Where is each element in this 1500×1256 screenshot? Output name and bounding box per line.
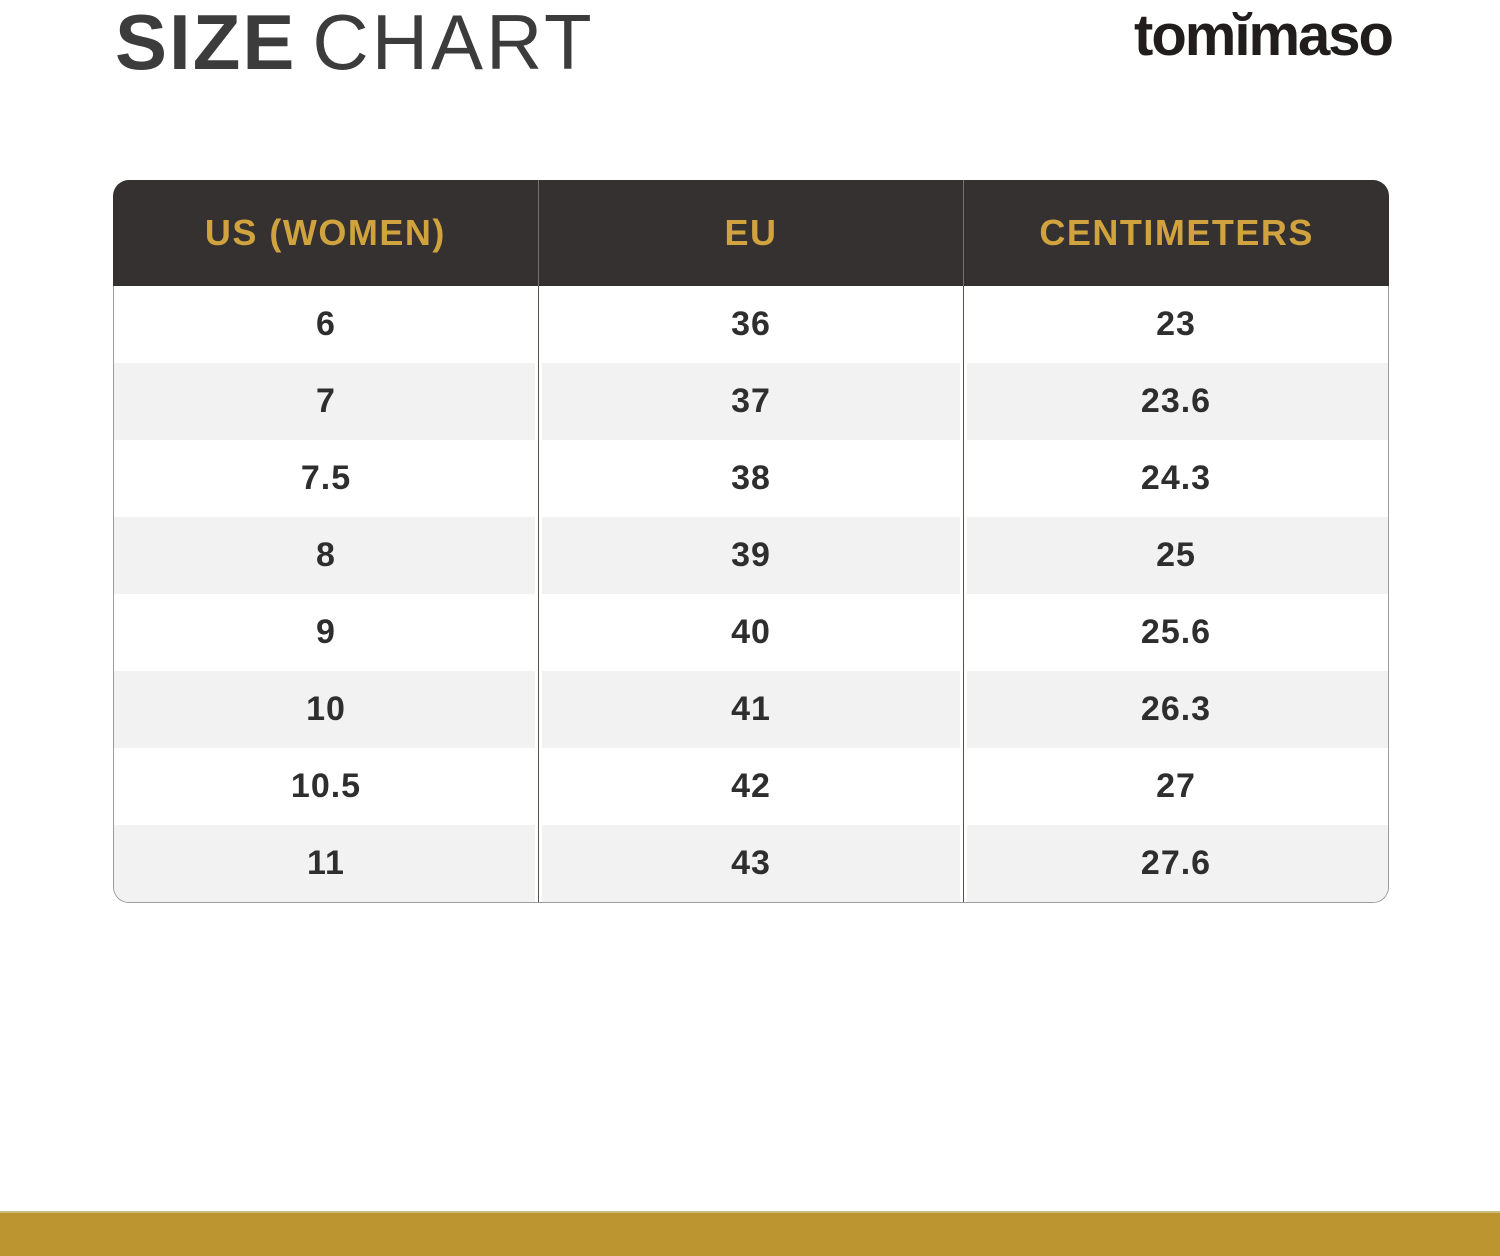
table-cell: 39 <box>538 517 964 594</box>
table-cell: 38 <box>538 440 964 517</box>
column-header-centimeters: CENTIMETERS <box>1039 212 1314 253</box>
table-cell: 25.6 <box>964 594 1388 671</box>
table-row: 11 43 27.6 <box>114 825 1388 902</box>
page-title-secondary: CHART <box>312 0 595 86</box>
table-cell: 37 <box>538 363 964 440</box>
table-row: 7.5 38 24.3 <box>114 440 1388 517</box>
table-cell: 42 <box>538 748 964 825</box>
page-title: SIZE CHART <box>115 0 595 84</box>
table-row: 10.5 42 27 <box>114 748 1388 825</box>
table-cell: 6 <box>114 286 538 363</box>
table-cell: 10.5 <box>114 748 538 825</box>
page-title-primary: SIZE <box>115 0 297 86</box>
table-header-row: US (WOMEN) EU CENTIMETERS <box>113 180 1389 286</box>
table-row: 7 37 23.6 <box>114 363 1388 440</box>
table-row: 9 40 25.6 <box>114 594 1388 671</box>
table-body: 6 36 23 7 37 23.6 7.5 38 24.3 8 39 25 9 40 25.6 10 41 26.… <box>113 286 1389 903</box>
table-cell: 7.5 <box>114 440 538 517</box>
table-cell: 23.6 <box>964 363 1388 440</box>
table-cell: 9 <box>114 594 538 671</box>
table-row: 10 41 26.3 <box>114 671 1388 748</box>
table-cell: 11 <box>114 825 538 902</box>
table-row: 6 36 23 <box>114 286 1388 363</box>
table-cell: 27.6 <box>964 825 1388 902</box>
table-cell: 10 <box>114 671 538 748</box>
column-header-us-women: US (WOMEN) <box>204 212 446 253</box>
size-conversion-table: US (WOMEN) EU CENTIMETERS 6 36 23 7 37 23.6 7.… <box>113 180 1389 903</box>
table-cell: 23 <box>964 286 1388 363</box>
table-cell: 27 <box>964 748 1388 825</box>
brand-accent-bar <box>0 1211 1500 1256</box>
table-cell: 24.3 <box>964 440 1388 517</box>
column-header-eu: EU <box>537 180 965 286</box>
table-cell: 25 <box>964 517 1388 594</box>
table-cell: 40 <box>538 594 964 671</box>
table-cell: 36 <box>538 286 964 363</box>
table-cell: 43 <box>538 825 964 902</box>
table-cell: 26.3 <box>964 671 1388 748</box>
table-cell: 8 <box>114 517 538 594</box>
brand-logo: tomĭmaso <box>1134 3 1394 68</box>
table-cell: 41 <box>538 671 964 748</box>
table-cell: 7 <box>114 363 538 440</box>
table-row: 8 39 25 <box>114 517 1388 594</box>
